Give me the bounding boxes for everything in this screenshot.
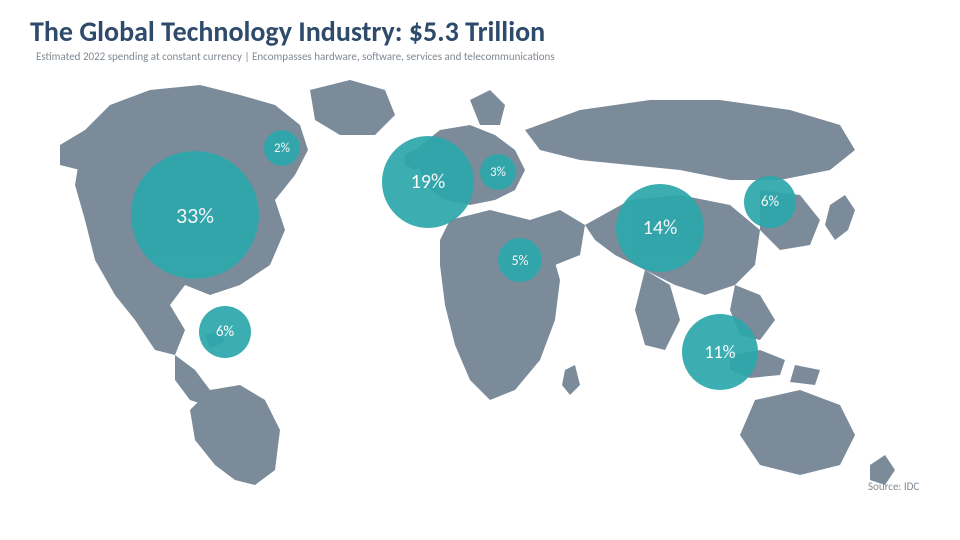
slide: The Global Technology Industry: $5.3 Tri… <box>0 0 960 540</box>
bubble-8: 11% <box>682 314 758 390</box>
world-map <box>40 70 920 490</box>
slide-title: The Global Technology Industry: $5.3 Tri… <box>30 14 545 49</box>
bubble-5: 6% <box>199 306 251 358</box>
bubble-4: 5% <box>498 238 542 282</box>
bubble-3: 3% <box>480 154 516 190</box>
bubble-1: 2% <box>264 130 300 166</box>
source-label: Source: IDC <box>868 480 919 493</box>
bubble-2: 19% <box>382 136 474 228</box>
world-map-svg <box>40 70 920 490</box>
slide-subtitle: Estimated 2022 spending at constant curr… <box>36 50 555 63</box>
bubble-0: 33% <box>131 151 259 279</box>
bubble-6: 14% <box>616 184 704 272</box>
bubble-7: 6% <box>744 176 796 228</box>
